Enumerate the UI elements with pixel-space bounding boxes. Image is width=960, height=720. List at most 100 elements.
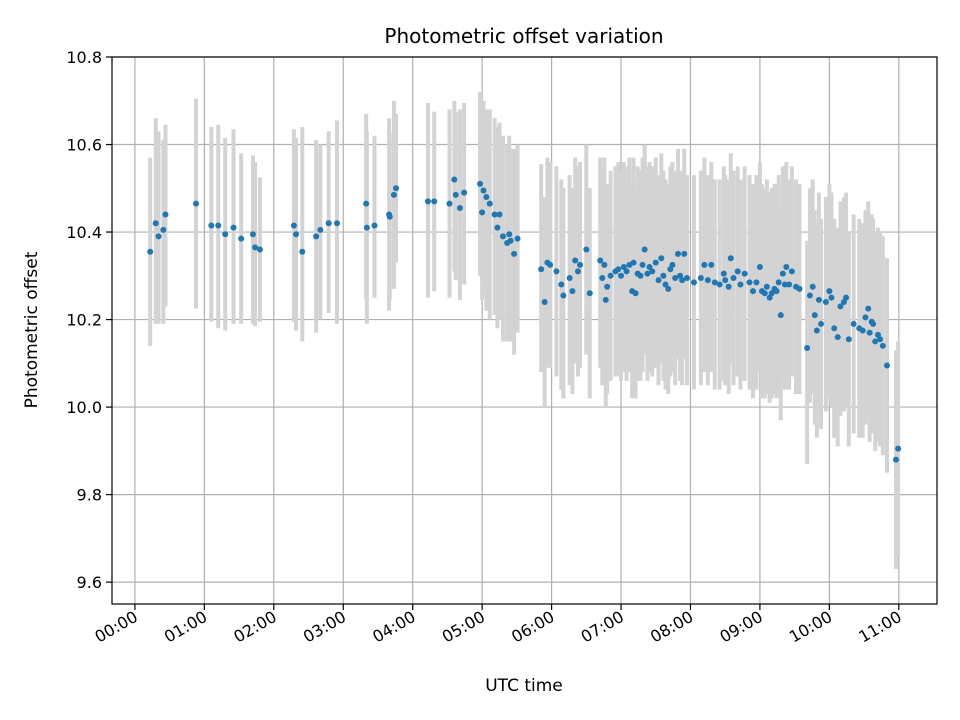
data-point — [452, 191, 459, 198]
data-point — [193, 200, 200, 207]
data-point — [684, 274, 690, 281]
data-point — [845, 336, 852, 343]
data-point — [431, 198, 438, 205]
data-point — [446, 200, 453, 207]
data-point — [560, 292, 567, 299]
data-point — [756, 264, 763, 271]
data-point — [553, 268, 560, 275]
data-point — [804, 345, 811, 352]
data-point — [669, 261, 676, 268]
data-point — [775, 279, 782, 286]
data-point — [877, 336, 884, 343]
data-point — [363, 200, 370, 207]
data-point — [461, 189, 468, 196]
data-point — [786, 281, 793, 288]
data-point — [777, 312, 784, 319]
data-point — [722, 277, 729, 284]
x-tick-label: 01:00 — [161, 607, 210, 647]
data-point — [618, 272, 625, 279]
data-point — [859, 327, 866, 334]
data-point — [393, 185, 400, 192]
data-point — [796, 285, 803, 292]
data-point — [256, 246, 263, 253]
data-point — [773, 288, 780, 295]
data-point — [679, 277, 686, 284]
errorbar-layer — [148, 92, 901, 569]
data-point — [753, 279, 760, 286]
data-point — [662, 281, 669, 288]
chart-title: Photometric offset variation — [384, 24, 663, 48]
data-point — [299, 248, 306, 255]
data-point — [511, 250, 518, 257]
data-point — [746, 279, 753, 286]
data-point — [491, 211, 498, 218]
data-point — [763, 283, 770, 290]
data-point — [831, 325, 838, 332]
y-tick-label: 10.2 — [66, 311, 102, 330]
data-point — [602, 296, 609, 303]
data-point — [644, 270, 651, 277]
data-point — [479, 209, 486, 216]
data-point — [737, 281, 744, 288]
data-point — [674, 250, 681, 257]
data-point — [665, 285, 672, 292]
x-tick-label: 03:00 — [300, 607, 349, 647]
data-point — [615, 266, 622, 273]
data-point — [604, 283, 611, 290]
data-point — [386, 213, 393, 220]
data-point — [160, 226, 167, 233]
data-point — [708, 261, 715, 268]
data-point — [761, 290, 768, 297]
data-point — [655, 277, 662, 284]
x-tick-label: 05:00 — [439, 607, 488, 647]
data-point — [727, 255, 734, 262]
data-point — [730, 274, 737, 281]
data-point — [424, 198, 431, 205]
data-point — [806, 292, 813, 299]
plot-frame — [111, 56, 938, 605]
data-point — [811, 312, 818, 319]
x-tick-label: 04:00 — [369, 607, 418, 647]
data-point — [697, 274, 704, 281]
data-point — [577, 261, 584, 268]
data-point — [541, 299, 548, 306]
data-point — [547, 261, 554, 268]
data-point — [704, 277, 711, 284]
data-point — [632, 290, 639, 297]
data-point — [711, 279, 718, 286]
data-point — [862, 314, 869, 321]
data-point — [639, 261, 646, 268]
data-point — [716, 281, 723, 288]
data-point — [895, 445, 902, 452]
data-point — [215, 222, 222, 229]
data-point — [477, 180, 484, 187]
data-point — [230, 224, 237, 231]
data-point — [558, 281, 565, 288]
y-tick-label: 10.6 — [66, 136, 102, 155]
data-point — [317, 226, 324, 233]
data-point — [809, 283, 816, 290]
data-point — [813, 327, 820, 334]
data-point — [507, 237, 514, 244]
data-point — [815, 296, 822, 303]
data-point — [238, 235, 245, 242]
data-point — [884, 362, 890, 369]
data-point — [451, 176, 458, 183]
data-point — [641, 246, 648, 253]
data-point — [208, 222, 215, 229]
data-point — [690, 279, 697, 286]
data-point — [313, 233, 320, 240]
data-point — [363, 224, 370, 231]
data-point — [334, 220, 340, 227]
data-point — [325, 220, 332, 227]
data-point — [734, 268, 741, 275]
x-tick-label: 08:00 — [647, 607, 696, 647]
data-point — [620, 264, 627, 271]
data-point — [783, 264, 790, 271]
x-axis-label: UTC time — [485, 676, 563, 696]
data-point — [514, 235, 521, 242]
data-point — [483, 194, 490, 201]
data-point — [597, 257, 604, 264]
data-point — [623, 268, 630, 275]
